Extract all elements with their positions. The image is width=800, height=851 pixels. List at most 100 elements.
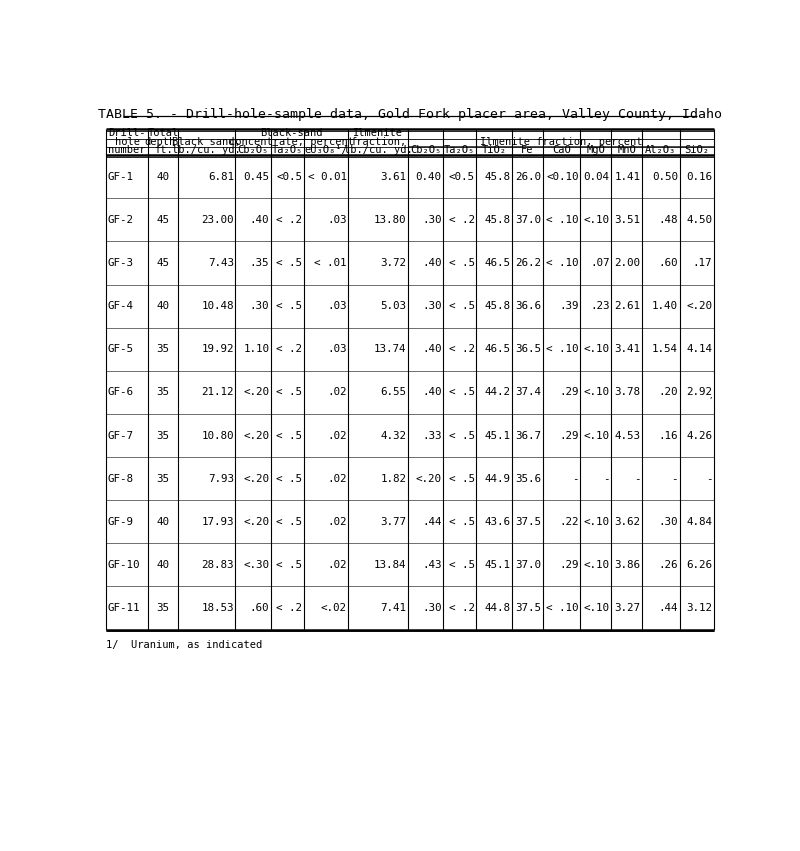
Text: < .5: < .5 [449,387,474,397]
Text: 3.61: 3.61 [380,172,406,182]
Text: 45.8: 45.8 [484,215,510,225]
Text: 7.93: 7.93 [208,474,234,483]
Text: 45.8: 45.8 [484,172,510,182]
Text: < .5: < .5 [449,301,474,311]
Text: .44: .44 [422,517,442,527]
Text: 37.0: 37.0 [515,560,541,570]
Text: < .10: < .10 [546,258,578,268]
Text: <.10: <.10 [583,387,610,397]
Text: hole: hole [114,137,140,147]
Text: Cb₂O₅: Cb₂O₅ [238,146,269,155]
Text: < .2: < .2 [449,215,474,225]
Text: 7.43: 7.43 [208,258,234,268]
Text: < .5: < .5 [276,560,302,570]
Text: TiO₂: TiO₂ [482,146,506,155]
Text: .33: .33 [422,431,442,441]
Text: <.20: <.20 [243,517,270,527]
Text: 0.16: 0.16 [686,172,712,182]
Text: < .5: < .5 [449,560,474,570]
Text: Black sand,: Black sand, [172,137,241,147]
Text: 18.53: 18.53 [202,603,234,613]
Text: .29: .29 [559,387,578,397]
Text: .23: .23 [590,301,610,311]
Text: 0.40: 0.40 [415,172,442,182]
Text: 46.5: 46.5 [484,345,510,354]
Text: < .2: < .2 [449,345,474,354]
Text: <0.10: <0.10 [546,172,578,182]
Text: 10.80: 10.80 [202,431,234,441]
Text: CaO: CaO [552,146,570,155]
Text: .30: .30 [422,215,442,225]
Text: .60: .60 [250,603,270,613]
Text: .07: .07 [590,258,610,268]
Text: 0.04: 0.04 [583,172,610,182]
Text: < .2: < .2 [276,215,302,225]
Text: .60: .60 [658,258,678,268]
Text: 44.8: 44.8 [484,603,510,613]
Text: < .2: < .2 [449,603,474,613]
Text: 45.8: 45.8 [484,301,510,311]
Text: <.10: <.10 [583,431,610,441]
Text: 35: 35 [157,387,170,397]
Text: <.10: <.10 [583,603,610,613]
Text: .40: .40 [250,215,270,225]
Text: lb./cu. yd.: lb./cu. yd. [343,146,412,155]
Text: <.20: <.20 [243,387,270,397]
Text: 6.26: 6.26 [686,560,712,570]
Text: 1.54: 1.54 [652,345,678,354]
Text: eU₃O₈¹/: eU₃O₈¹/ [304,146,348,155]
Text: 0.50: 0.50 [652,172,678,182]
Text: 1.82: 1.82 [380,474,406,483]
Text: Cb₂O₅: Cb₂O₅ [410,146,441,155]
Text: <.10: <.10 [583,215,610,225]
Text: GF-9: GF-9 [108,517,134,527]
Text: < .5: < .5 [276,517,302,527]
Text: 2.00: 2.00 [614,258,641,268]
Text: 4.26: 4.26 [686,431,712,441]
Text: 35: 35 [157,474,170,483]
Text: .40: .40 [422,345,442,354]
Text: < .5: < .5 [276,431,302,441]
Text: .03: .03 [327,301,346,311]
Text: 3.27: 3.27 [614,603,641,613]
Text: TABLE 5. - Drill-hole-sample data, Gold Fork placer area, Valley County, Idaho: TABLE 5. - Drill-hole-sample data, Gold … [98,108,722,122]
Text: .02: .02 [327,431,346,441]
Text: number: number [109,146,146,155]
Text: 44.2: 44.2 [484,387,510,397]
Text: .39: .39 [559,301,578,311]
Text: < .5: < .5 [276,258,302,268]
Text: -: - [634,474,641,483]
Text: GF-8: GF-8 [108,474,134,483]
Text: 1/  Uranium, as indicated: 1/ Uranium, as indicated [106,640,262,650]
Text: .43: .43 [422,560,442,570]
Text: 35.6: 35.6 [515,474,541,483]
Text: 43.6: 43.6 [484,517,510,527]
Text: 36.6: 36.6 [515,301,541,311]
Text: 45: 45 [157,215,170,225]
Text: 0.45: 0.45 [243,172,270,182]
Text: Total: Total [147,129,178,139]
Text: .17: .17 [693,258,712,268]
Text: .03: .03 [327,345,346,354]
Text: 3.78: 3.78 [614,387,641,397]
Text: 36.7: 36.7 [515,431,541,441]
Text: 40: 40 [157,560,170,570]
Text: 6.55: 6.55 [380,387,406,397]
Text: 4.50: 4.50 [686,215,712,225]
Text: .29: .29 [559,431,578,441]
Text: 28.83: 28.83 [202,560,234,570]
Text: Ilmenite: Ilmenite [353,129,403,139]
Text: Drill-: Drill- [109,129,146,139]
Text: Ta₂O₅: Ta₂O₅ [444,146,475,155]
Text: 37.0: 37.0 [515,215,541,225]
Text: < .10: < .10 [546,345,578,354]
Text: .44: .44 [658,603,678,613]
Text: 2.92: 2.92 [686,387,712,397]
Text: Ilmenite fraction, percent: Ilmenite fraction, percent [479,137,642,147]
Text: -: - [671,474,678,483]
Text: GF-10: GF-10 [108,560,140,570]
Text: 3.77: 3.77 [380,517,406,527]
Text: .20: .20 [658,387,678,397]
Text: .40: .40 [422,258,442,268]
Text: <.20: <.20 [415,474,442,483]
